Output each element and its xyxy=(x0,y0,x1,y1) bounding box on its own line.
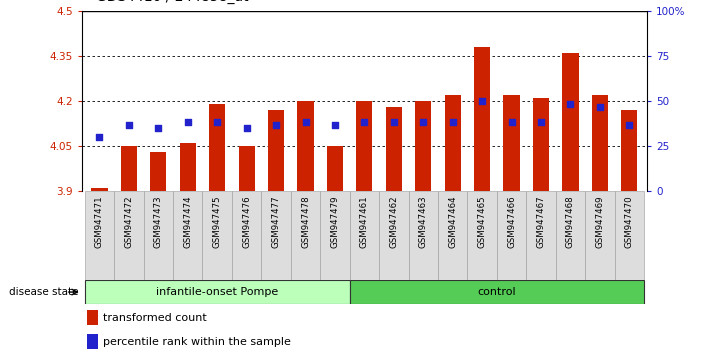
Text: GSM947463: GSM947463 xyxy=(419,196,428,248)
Text: GSM947469: GSM947469 xyxy=(595,196,604,248)
FancyBboxPatch shape xyxy=(173,191,203,280)
Bar xyxy=(180,143,196,191)
Text: disease state: disease state xyxy=(9,287,78,297)
Text: GSM947464: GSM947464 xyxy=(448,196,457,248)
Point xyxy=(153,125,164,131)
Text: GSM947473: GSM947473 xyxy=(154,196,163,248)
Text: GSM947472: GSM947472 xyxy=(124,196,134,248)
FancyBboxPatch shape xyxy=(526,191,556,280)
Bar xyxy=(386,107,402,191)
Point xyxy=(211,119,223,125)
Bar xyxy=(150,152,166,191)
Bar xyxy=(621,110,638,191)
FancyBboxPatch shape xyxy=(585,191,614,280)
Text: GSM947470: GSM947470 xyxy=(625,196,634,248)
Bar xyxy=(297,101,314,191)
Point xyxy=(565,101,576,107)
FancyBboxPatch shape xyxy=(350,280,644,304)
Text: GSM947461: GSM947461 xyxy=(360,196,369,248)
Point xyxy=(94,134,105,140)
FancyBboxPatch shape xyxy=(379,191,409,280)
Point xyxy=(358,119,370,125)
Text: infantile-onset Pompe: infantile-onset Pompe xyxy=(156,287,278,297)
Text: GSM947468: GSM947468 xyxy=(566,196,575,248)
Point xyxy=(270,122,282,128)
Bar xyxy=(327,146,343,191)
Bar xyxy=(533,98,549,191)
Bar xyxy=(87,334,97,349)
Bar xyxy=(121,146,137,191)
Point xyxy=(506,119,518,125)
FancyBboxPatch shape xyxy=(262,191,291,280)
FancyBboxPatch shape xyxy=(144,191,173,280)
Point xyxy=(624,122,635,128)
Bar xyxy=(503,95,520,191)
Text: GSM947471: GSM947471 xyxy=(95,196,104,248)
Point xyxy=(594,104,606,110)
FancyBboxPatch shape xyxy=(409,191,438,280)
Point xyxy=(476,98,488,104)
Bar xyxy=(238,146,255,191)
Point xyxy=(447,119,459,125)
Point xyxy=(329,122,341,128)
Point xyxy=(417,119,429,125)
FancyBboxPatch shape xyxy=(320,191,350,280)
Bar xyxy=(356,101,373,191)
Bar xyxy=(474,47,491,191)
Text: GSM947474: GSM947474 xyxy=(183,196,192,248)
Point xyxy=(300,119,311,125)
FancyBboxPatch shape xyxy=(291,191,320,280)
Text: GSM947476: GSM947476 xyxy=(242,196,251,248)
Text: GSM947479: GSM947479 xyxy=(331,196,339,248)
Text: GSM947477: GSM947477 xyxy=(272,196,281,248)
Text: GSM947467: GSM947467 xyxy=(537,196,545,248)
Point xyxy=(388,119,400,125)
Point xyxy=(241,125,252,131)
Text: control: control xyxy=(478,287,516,297)
Text: GDS4410 / 244858_at: GDS4410 / 244858_at xyxy=(96,0,249,4)
Bar xyxy=(209,104,225,191)
Text: GSM947475: GSM947475 xyxy=(213,196,222,248)
FancyBboxPatch shape xyxy=(467,191,497,280)
Text: GSM947466: GSM947466 xyxy=(507,196,516,248)
Point xyxy=(535,119,547,125)
Bar xyxy=(268,110,284,191)
Text: transformed count: transformed count xyxy=(103,313,207,323)
FancyBboxPatch shape xyxy=(350,191,379,280)
FancyBboxPatch shape xyxy=(114,191,144,280)
FancyBboxPatch shape xyxy=(203,191,232,280)
Text: GSM947462: GSM947462 xyxy=(390,196,398,248)
Text: GSM947465: GSM947465 xyxy=(478,196,486,248)
FancyBboxPatch shape xyxy=(556,191,585,280)
Bar xyxy=(91,188,107,191)
Bar xyxy=(415,101,432,191)
Point xyxy=(182,119,193,125)
Bar xyxy=(562,53,579,191)
FancyBboxPatch shape xyxy=(85,191,114,280)
Bar xyxy=(592,95,608,191)
Bar xyxy=(444,95,461,191)
FancyBboxPatch shape xyxy=(85,280,350,304)
FancyBboxPatch shape xyxy=(614,191,644,280)
Bar xyxy=(87,310,97,325)
Text: GSM947478: GSM947478 xyxy=(301,196,310,248)
FancyBboxPatch shape xyxy=(232,191,262,280)
FancyBboxPatch shape xyxy=(438,191,467,280)
FancyBboxPatch shape xyxy=(497,191,526,280)
Point xyxy=(123,122,134,128)
Text: percentile rank within the sample: percentile rank within the sample xyxy=(103,337,291,347)
